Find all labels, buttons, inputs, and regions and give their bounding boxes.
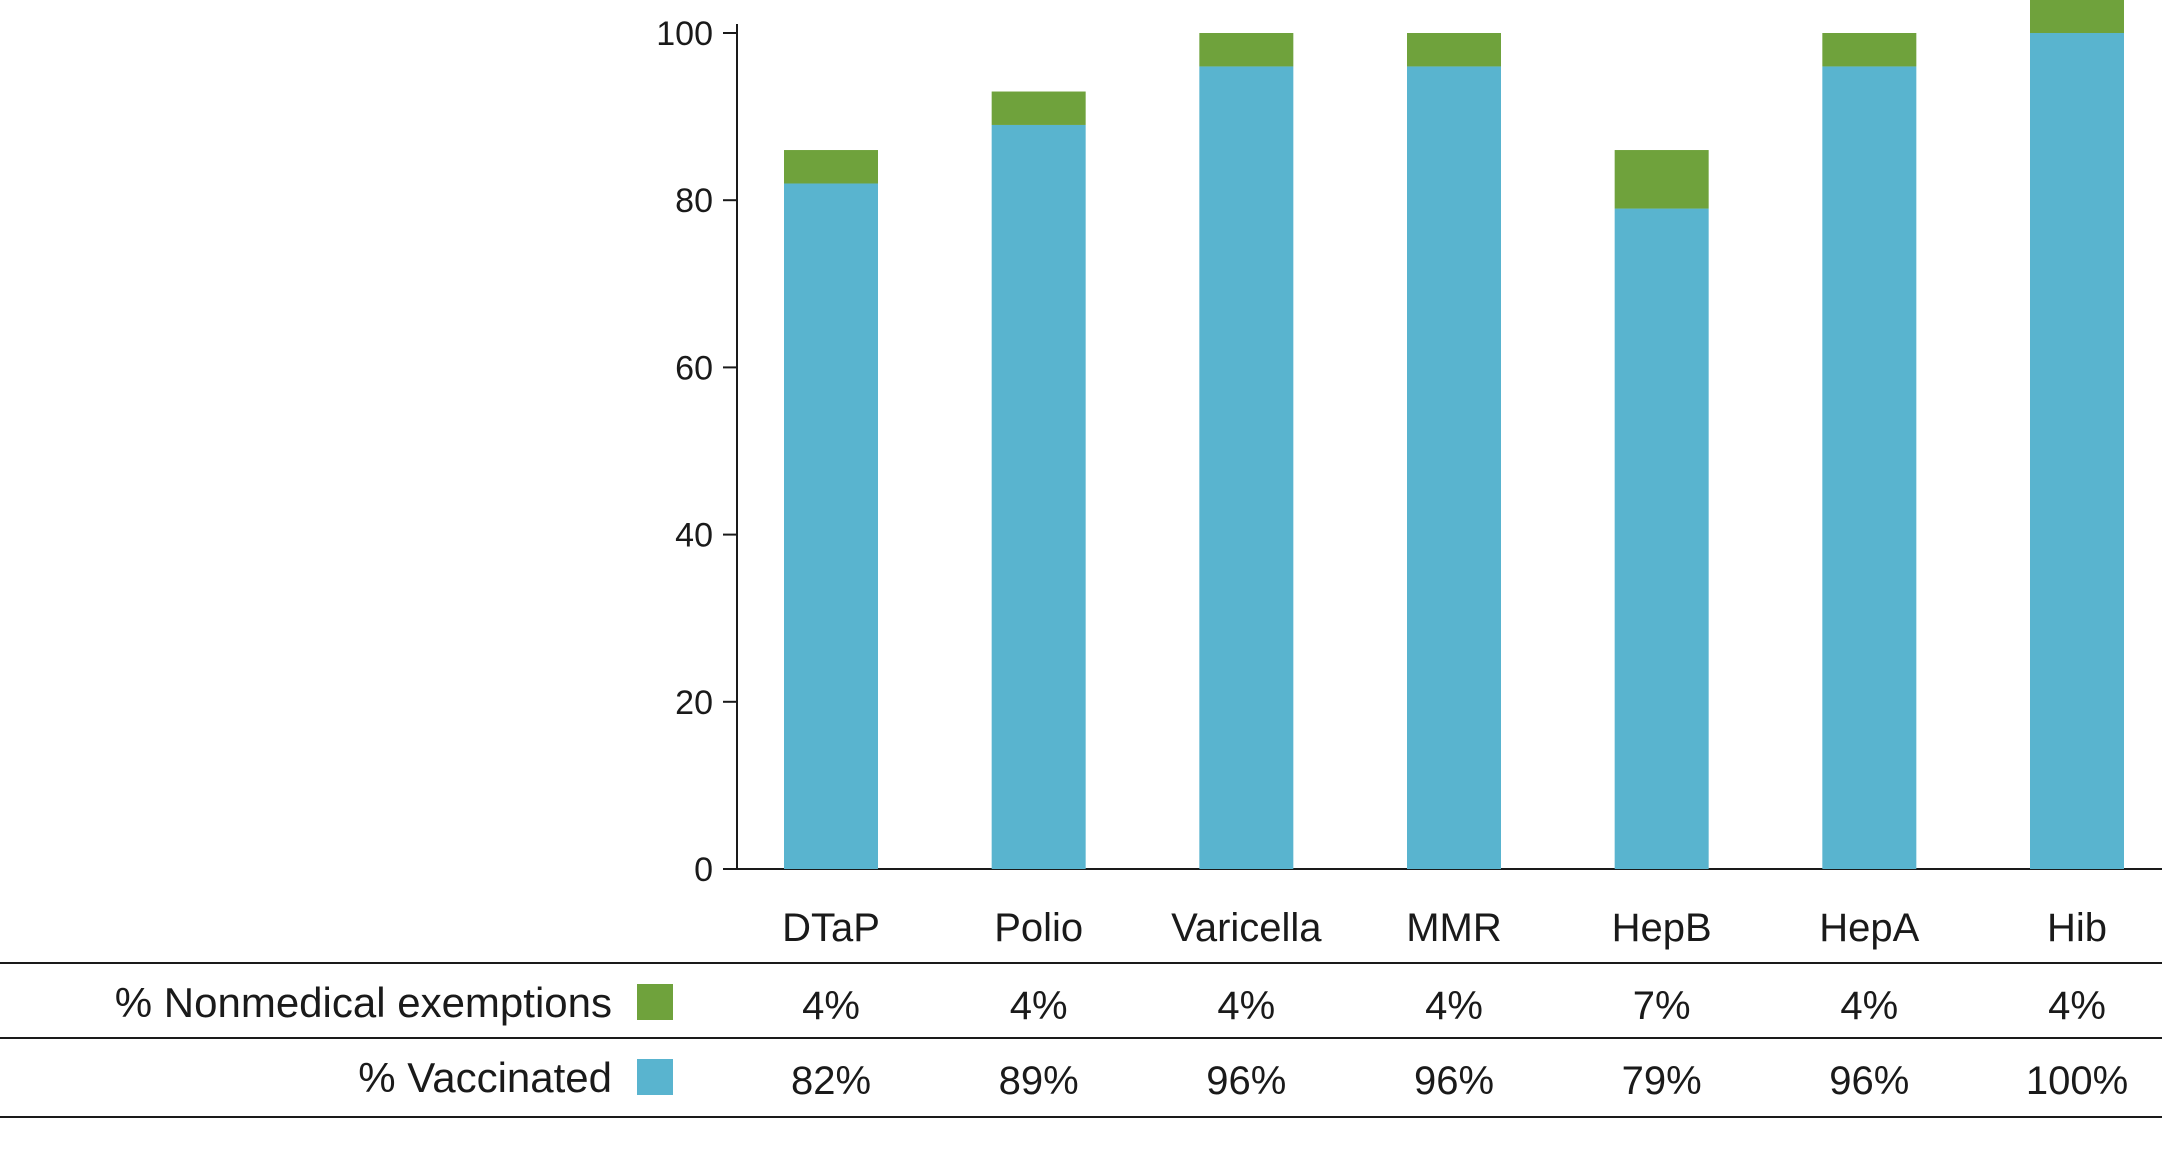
value-label-vaccinated: 89% [999,1059,1079,1103]
x-tick-label: Polio [994,906,1083,950]
legend-swatch-exemptions [637,984,673,1020]
bar-vaccinated-polio [991,124,1086,869]
value-label-exemptions: 7% [1633,984,1691,1028]
bar-vaccinated-dtap [784,183,878,870]
x-tick-label: MMR [1406,906,1502,950]
value-label-vaccinated: 96% [1829,1059,1909,1103]
bar-exemptions-hepb [1614,150,1709,209]
y-tick-label: 60 [675,349,713,387]
bar-exemptions-hepa [1822,33,1917,67]
y-tick-label: 80 [675,182,713,220]
bar-exemptions-varicella [1199,33,1294,67]
y-tick-label: 100 [656,15,713,53]
bar-exemptions-mmr [1407,33,1501,67]
value-label-exemptions: 4% [1840,984,1898,1028]
x-tick-label: Hib [2047,906,2107,950]
x-tick-label: HepB [1612,906,1712,950]
legend-label-exemptions: % Nonmedical exemptions [115,979,612,1026]
value-label-vaccinated: 79% [1622,1059,1702,1103]
legend-swatch-vaccinated [637,1059,673,1095]
bar-exemptions-hib [2030,0,2124,33]
value-label-vaccinated: 82% [791,1059,871,1103]
value-label-exemptions: 4% [802,984,860,1028]
value-label-vaccinated: 100% [2026,1059,2128,1103]
bar-vaccinated-hepb [1614,208,1709,869]
y-tick-label: 40 [675,517,713,555]
bar-vaccinated-varicella [1199,66,1294,869]
value-label-vaccinated: 96% [1206,1059,1286,1103]
x-tick-label: HepA [1819,906,1919,950]
value-label-exemptions: 4% [2048,984,2106,1028]
bar-vaccinated-hib [2030,33,2124,869]
y-tick-label: 20 [675,684,713,722]
value-label-exemptions: 4% [1425,984,1483,1028]
value-label-vaccinated: 96% [1414,1059,1494,1103]
value-label-exemptions: 4% [1010,984,1068,1028]
bar-exemptions-polio [991,91,1086,125]
y-tick-label: 0 [694,851,713,889]
bar-exemptions-dtap [784,150,878,184]
bar-vaccinated-hepa [1822,66,1917,869]
x-tick-label: Varicella [1171,906,1322,950]
x-tick-label: DTaP [782,906,880,950]
legend-label-vaccinated: % Vaccinated [358,1054,612,1101]
value-label-exemptions: 4% [1217,984,1275,1028]
bar-vaccinated-mmr [1407,66,1501,869]
